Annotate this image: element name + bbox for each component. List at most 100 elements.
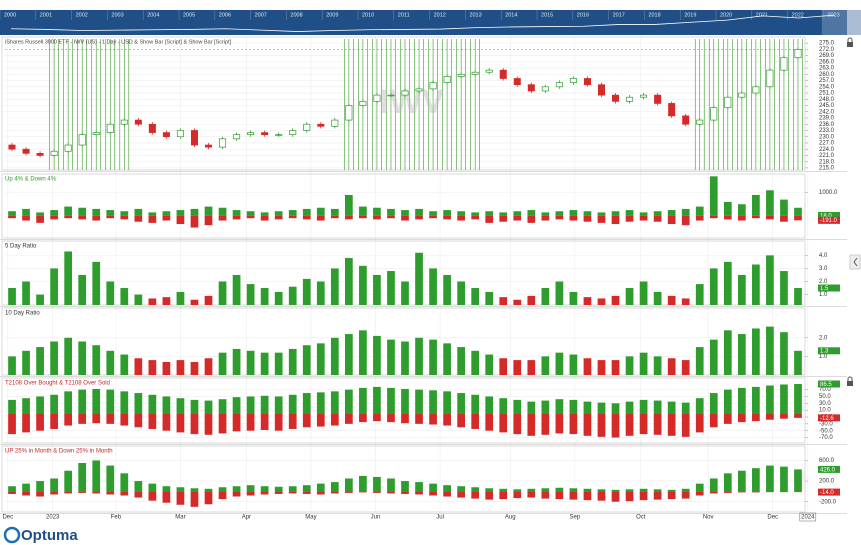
bar	[359, 206, 367, 216]
bar	[667, 413, 676, 436]
bar	[260, 215, 269, 221]
x-tick-label: 2023	[46, 515, 60, 521]
year-label: 2015	[541, 12, 553, 18]
bar	[752, 386, 760, 414]
bar	[345, 389, 353, 414]
bar	[218, 215, 227, 221]
candle-body	[527, 84, 535, 92]
year-label: 2005	[183, 12, 195, 18]
bar	[204, 358, 213, 375]
candle-body	[373, 94, 381, 102]
bar	[415, 337, 423, 375]
bar	[176, 215, 185, 225]
bar	[429, 390, 437, 414]
lock-icon[interactable]	[847, 376, 853, 386]
bar	[274, 211, 283, 216]
bar	[162, 486, 171, 492]
bar	[401, 491, 409, 494]
bar	[429, 413, 437, 425]
bar	[50, 478, 58, 492]
bar	[134, 208, 143, 216]
collapse-button[interactable]	[849, 254, 861, 270]
bar	[387, 478, 395, 492]
bar	[218, 487, 227, 492]
bar	[555, 487, 564, 492]
bar	[681, 491, 690, 499]
bar	[401, 481, 409, 492]
lock-icon[interactable]	[847, 37, 853, 47]
bar	[695, 206, 704, 216]
value-badge-label: -191.0	[820, 218, 838, 224]
bar	[387, 413, 395, 423]
bar	[190, 299, 199, 305]
bar	[36, 413, 44, 431]
bar	[583, 488, 592, 492]
bar	[639, 215, 648, 221]
bar	[457, 281, 465, 305]
bar	[766, 190, 774, 216]
y-tick-label: 221.0	[819, 153, 835, 159]
bar	[162, 413, 171, 431]
bar	[780, 199, 788, 216]
x-tick-label: Dec	[767, 515, 778, 521]
bar	[359, 215, 367, 219]
bar	[499, 413, 508, 433]
bar	[204, 413, 213, 435]
bar	[232, 215, 241, 220]
bar	[794, 215, 802, 221]
bar	[204, 206, 213, 216]
y-tick-label: 230.0	[819, 134, 835, 140]
bar	[78, 389, 87, 414]
bar	[527, 491, 536, 498]
bar	[723, 215, 732, 220]
value-badge	[818, 380, 840, 388]
year-label: 2006	[219, 12, 231, 18]
bar	[513, 211, 522, 216]
bar	[120, 288, 129, 305]
bar	[527, 488, 536, 492]
bar	[457, 413, 465, 428]
bar	[106, 281, 115, 305]
value-badge-label: -12.6	[820, 416, 834, 422]
year-label: 2018	[648, 12, 660, 18]
bar	[527, 360, 536, 375]
bar	[766, 255, 774, 305]
candle-body	[190, 130, 198, 146]
bar	[457, 486, 465, 492]
bar	[316, 413, 325, 427]
bar	[36, 215, 44, 223]
candle-body	[345, 105, 353, 121]
bar	[218, 491, 227, 500]
bar	[218, 413, 227, 434]
x-tick-label: Feb	[111, 515, 122, 521]
bar	[625, 356, 634, 375]
bar	[471, 413, 480, 429]
bar	[555, 491, 564, 500]
bar	[8, 491, 16, 494]
candle-body	[794, 49, 802, 59]
bar	[723, 491, 732, 493]
year-label: 2019	[684, 12, 696, 18]
bar	[330, 482, 339, 492]
candle-body	[176, 130, 184, 138]
bar	[232, 210, 241, 216]
bar	[569, 491, 578, 500]
bar	[752, 215, 760, 219]
bar	[64, 413, 73, 426]
bar	[106, 413, 115, 424]
bar	[302, 278, 311, 305]
bar	[120, 491, 129, 496]
bar	[695, 491, 704, 496]
bar	[288, 348, 297, 375]
bar	[50, 491, 58, 495]
bar	[302, 345, 311, 375]
bar	[218, 281, 227, 305]
bar	[625, 215, 634, 222]
bar	[246, 413, 255, 431]
bar	[50, 210, 58, 216]
year-label: 2013	[469, 12, 481, 18]
bar	[527, 210, 536, 216]
bar	[443, 210, 451, 216]
candle-body	[569, 78, 577, 83]
x-tick-label: 2024	[801, 515, 815, 521]
